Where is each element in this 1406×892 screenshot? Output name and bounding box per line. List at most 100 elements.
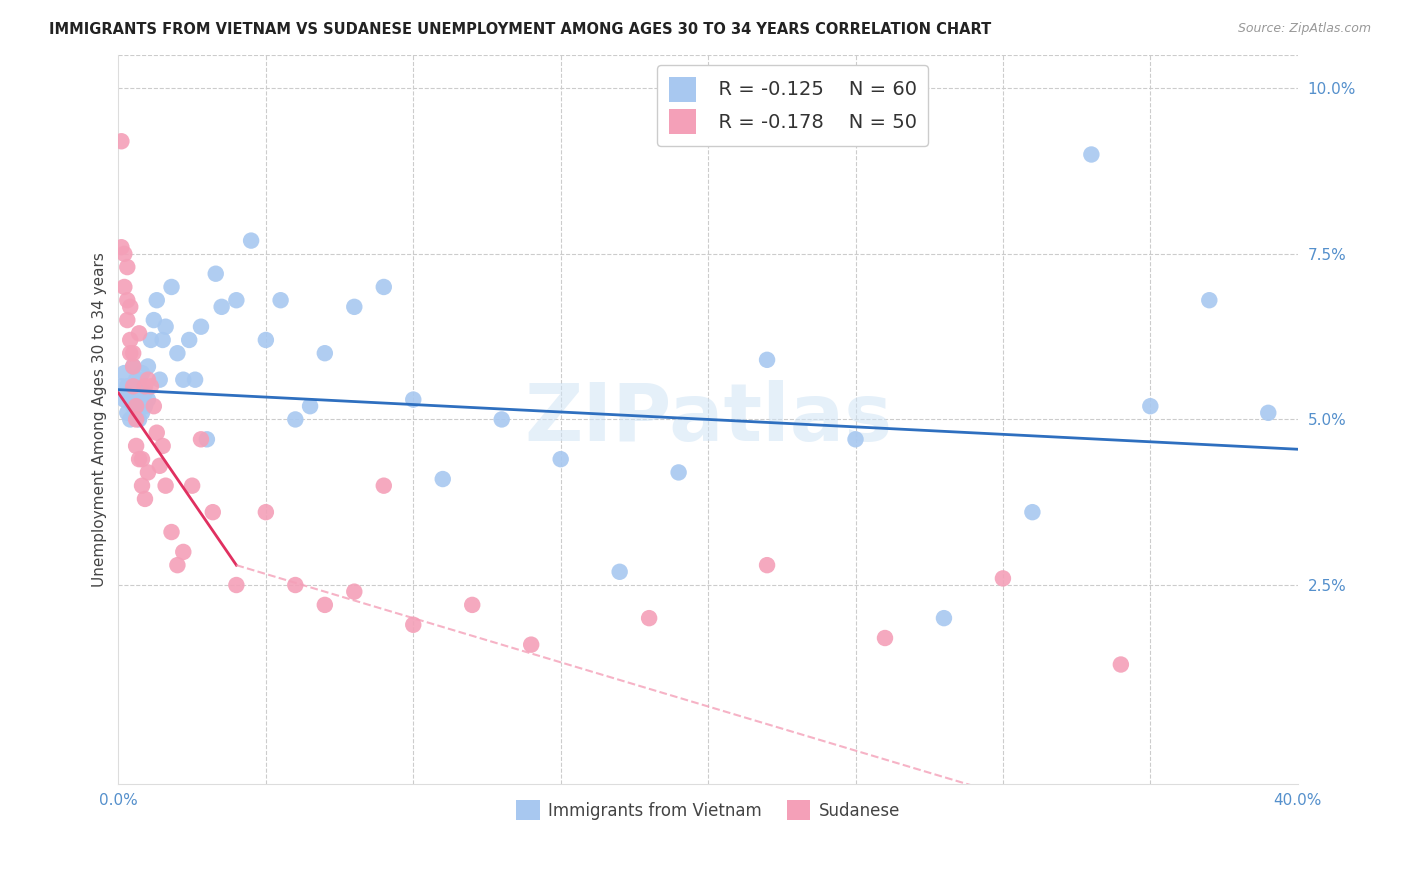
Point (134, 491, 156, 506)
Point (120, 333, 142, 347)
Point (139, 379, 162, 393)
Point (254, 505, 277, 519)
Point (149, 458, 172, 473)
Point (122, 359, 145, 374)
Point (117, 379, 139, 393)
Point (120, 346, 142, 360)
Point (211, 300, 233, 314)
Point (550, 452, 572, 467)
Point (117, 260, 139, 274)
Point (112, 366, 135, 380)
Text: IMMIGRANTS FROM VIETNAM VS SUDANESE UNEMPLOYMENT AMONG AGES 30 TO 34 YEARS CORRE: IMMIGRANTS FROM VIETNAM VS SUDANESE UNEM… (49, 22, 991, 37)
Point (134, 379, 156, 393)
Point (131, 392, 153, 407)
Point (125, 406, 148, 420)
Point (166, 558, 188, 573)
Point (136, 373, 159, 387)
Point (125, 373, 148, 387)
Point (225, 293, 247, 308)
Point (128, 326, 150, 341)
Point (122, 399, 145, 413)
Point (112, 280, 135, 294)
Point (432, 472, 454, 486)
Point (254, 333, 277, 347)
Point (314, 598, 336, 612)
Point (520, 638, 543, 652)
Y-axis label: Unemployment Among Ages 30 to 34 years: Unemployment Among Ages 30 to 34 years (93, 252, 107, 587)
Point (136, 359, 159, 374)
Legend: Immigrants from Vietnam, Sudanese: Immigrants from Vietnam, Sudanese (510, 794, 907, 826)
Point (155, 478, 177, 492)
Point (343, 300, 366, 314)
Point (190, 319, 212, 334)
Point (270, 293, 292, 308)
Point (110, 379, 132, 393)
Point (373, 280, 395, 294)
Point (145, 293, 167, 308)
Point (110, 240, 132, 254)
Point (160, 280, 183, 294)
Point (373, 478, 395, 492)
Point (225, 578, 247, 592)
Point (125, 439, 148, 453)
Point (284, 412, 307, 426)
Point (402, 617, 425, 632)
Point (314, 346, 336, 360)
Point (204, 267, 226, 281)
Point (172, 545, 194, 559)
Point (299, 399, 322, 413)
Point (117, 293, 139, 308)
Point (117, 406, 139, 420)
Point (152, 439, 174, 453)
Point (240, 234, 263, 248)
Point (1109, 657, 1132, 672)
Point (638, 611, 661, 625)
Point (117, 313, 139, 327)
Text: Source: ZipAtlas.com: Source: ZipAtlas.com (1237, 22, 1371, 36)
Point (179, 333, 201, 347)
Point (1139, 399, 1161, 413)
Point (136, 392, 159, 407)
Point (152, 333, 174, 347)
Point (201, 505, 224, 519)
Point (155, 319, 177, 334)
Point (195, 432, 218, 446)
Point (131, 366, 153, 380)
Point (139, 333, 162, 347)
Point (181, 478, 204, 492)
Point (134, 399, 156, 413)
Point (756, 352, 779, 367)
Point (1198, 293, 1220, 308)
Point (932, 611, 955, 625)
Point (166, 346, 188, 360)
Point (1080, 147, 1102, 161)
Point (668, 466, 690, 480)
Point (343, 584, 366, 599)
Point (844, 432, 866, 446)
Point (136, 466, 159, 480)
Point (991, 571, 1014, 585)
Point (128, 373, 150, 387)
Point (128, 412, 150, 426)
Point (134, 386, 156, 401)
Point (120, 300, 142, 314)
Point (184, 373, 207, 387)
Point (128, 452, 150, 467)
Point (142, 313, 165, 327)
Point (122, 359, 145, 374)
Point (160, 524, 183, 539)
Point (131, 406, 153, 420)
Point (120, 386, 142, 401)
Point (145, 425, 167, 440)
Point (284, 578, 307, 592)
Point (172, 373, 194, 387)
Point (491, 412, 513, 426)
Point (125, 412, 148, 426)
Point (122, 346, 145, 360)
Point (873, 631, 896, 645)
Point (125, 399, 148, 413)
Point (756, 558, 779, 573)
Point (609, 565, 631, 579)
Point (128, 399, 150, 413)
Point (149, 373, 172, 387)
